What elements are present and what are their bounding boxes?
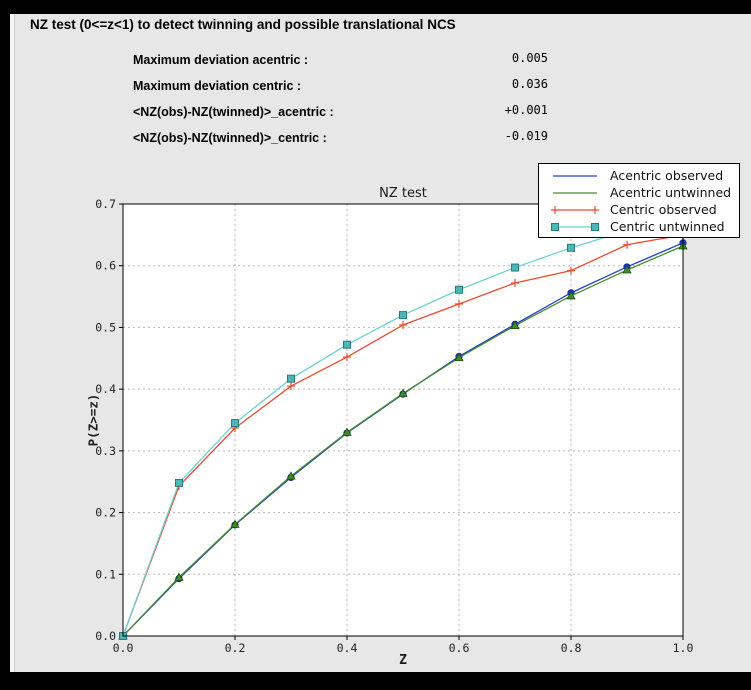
legend-item-centric-untwinned: Centric untwinned: [539, 218, 739, 235]
svg-text:0.0: 0.0: [113, 641, 134, 655]
stat-row-max-dev-acentric: Maximum deviation acentric : 0.005: [133, 51, 548, 69]
legend-label: Centric untwinned: [610, 219, 725, 234]
legend-line-sample: [551, 222, 599, 231]
stat-label: <NZ(obs)-NZ(twinned)>_acentric :: [133, 105, 334, 119]
panel-left-edge: [10, 14, 15, 672]
legend-item-acentric-untwinned: Acentric untwinned: [539, 184, 739, 201]
stat-value: 0.005: [511, 51, 548, 65]
svg-text:0.1: 0.1: [95, 567, 116, 581]
stat-label: Maximum deviation acentric :: [133, 53, 309, 67]
stat-row-max-dev-centric: Maximum deviation centric : 0.036: [133, 77, 548, 95]
stat-value: +0.001: [504, 103, 548, 117]
svg-text:0.6: 0.6: [95, 259, 116, 273]
stat-row-mean-diff-acentric: <NZ(obs)-NZ(twinned)>_acentric : +0.001: [133, 103, 548, 121]
legend-line-sample: [553, 191, 597, 194]
legend-label: Centric observed: [610, 202, 717, 217]
svg-text:0.7: 0.7: [95, 197, 116, 211]
chart-title: NZ test: [379, 186, 427, 201]
y-axis-label: P(Z>=z): [85, 393, 101, 447]
stat-value: 0.036: [511, 77, 548, 91]
stat-value: -0.019: [504, 129, 548, 143]
svg-text:1.0: 1.0: [673, 641, 694, 655]
stat-label: <NZ(obs)-NZ(twinned)>_centric :: [133, 131, 327, 145]
chart-legend: Acentric observed Acentric untwinned Cen…: [538, 163, 740, 238]
x-axis-label: Z: [399, 653, 407, 668]
legend-label: Acentric untwinned: [610, 185, 732, 200]
svg-text:0.5: 0.5: [95, 320, 116, 334]
stat-row-mean-diff-centric: <NZ(obs)-NZ(twinned)>_centric : -0.019: [133, 129, 548, 147]
svg-text:0.4: 0.4: [337, 641, 358, 655]
legend-label: Acentric observed: [610, 168, 724, 183]
svg-text:0.3: 0.3: [95, 444, 116, 458]
legend-line-sample: [553, 174, 597, 177]
svg-text:0.6: 0.6: [449, 641, 470, 655]
svg-text:0.4: 0.4: [95, 382, 116, 396]
legend-item-centric-observed: Centric observed: [539, 201, 739, 218]
legend-item-acentric-observed: Acentric observed: [539, 167, 739, 184]
svg-text:0.2: 0.2: [225, 641, 246, 655]
svg-text:0.8: 0.8: [561, 641, 582, 655]
legend-line-sample: [551, 205, 599, 214]
svg-text:0.0: 0.0: [95, 629, 116, 643]
page-title: NZ test (0<=z<1) to detect twinning and …: [30, 17, 456, 32]
stat-label: Maximum deviation centric :: [133, 79, 302, 93]
svg-text:0.2: 0.2: [95, 506, 116, 520]
